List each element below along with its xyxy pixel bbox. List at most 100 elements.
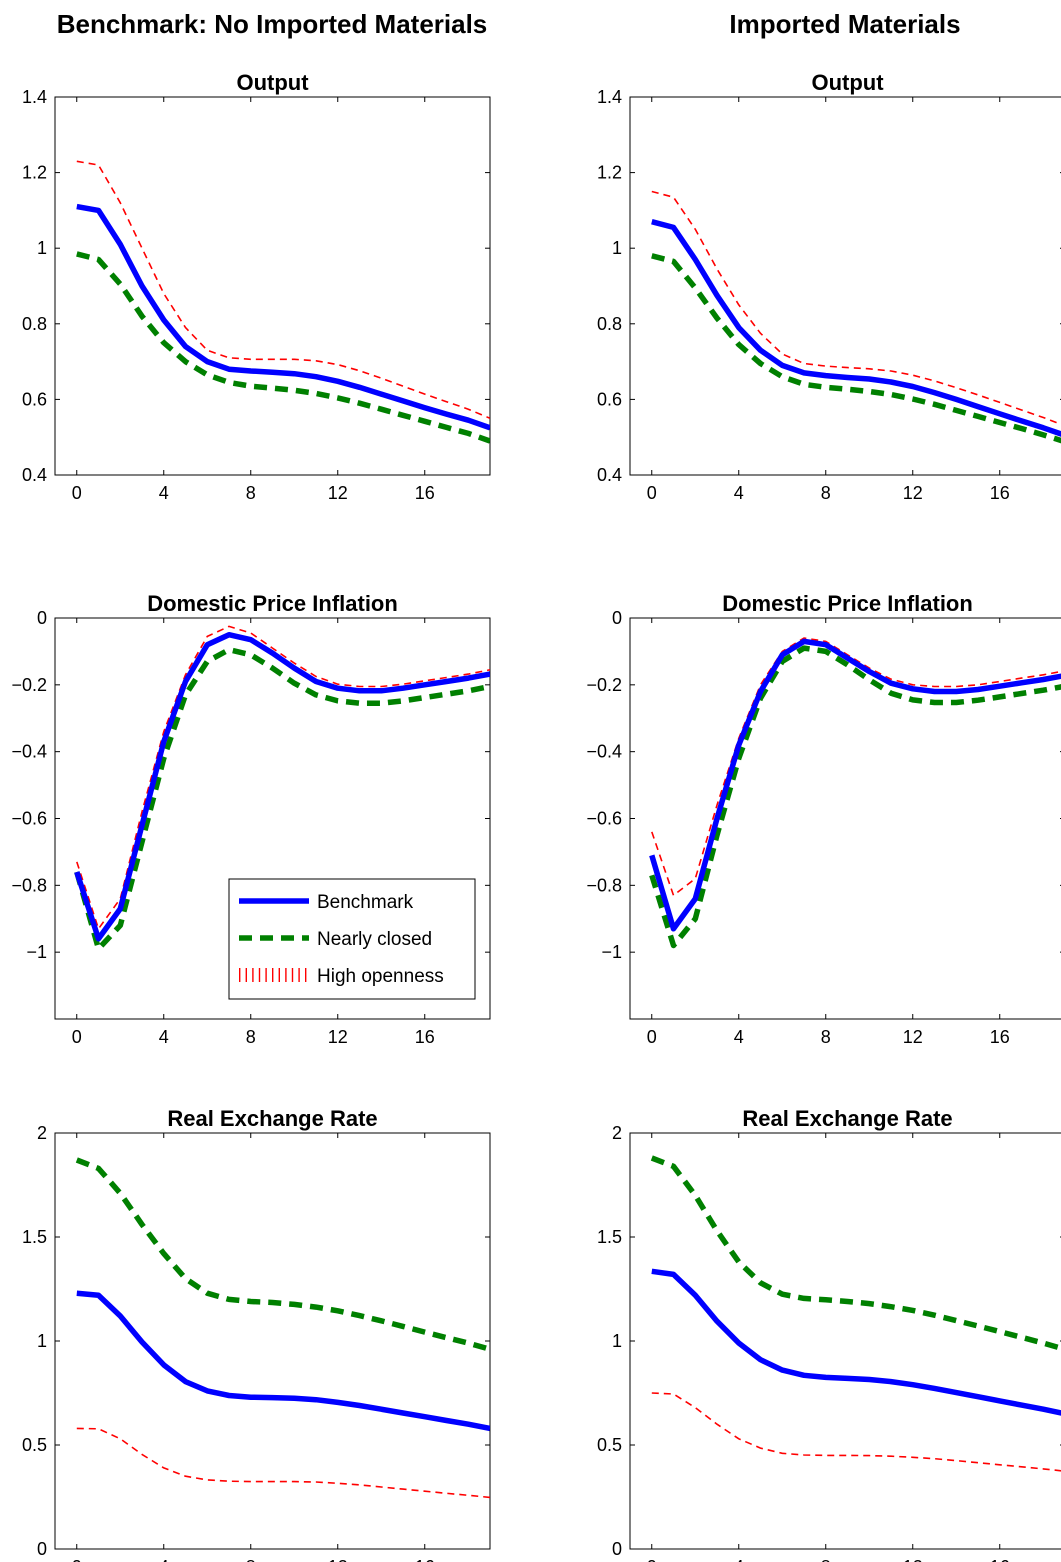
series-line-benchmark — [649, 638, 1061, 932]
x-tick-label: 12 — [328, 1027, 348, 1047]
y-tick-label: −1 — [601, 942, 622, 962]
y-tick-label: −0.8 — [11, 875, 47, 895]
x-tick-label: 16 — [415, 483, 435, 503]
series-line-nearly-closed — [75, 1157, 490, 1352]
y-tick-label: −0.2 — [11, 675, 47, 695]
x-tick-label: 12 — [903, 483, 923, 503]
x-tick-label: 12 — [903, 1027, 923, 1047]
x-tick-label: 8 — [246, 1027, 256, 1047]
x-tick-label: 12 — [903, 1557, 923, 1562]
y-tick-label: 0.8 — [597, 314, 622, 334]
y-tick-label: 1.5 — [597, 1227, 622, 1247]
y-tick-label: 1.2 — [22, 163, 47, 183]
x-tick-label: 4 — [734, 483, 744, 503]
x-tick-label: 0 — [72, 1027, 82, 1047]
panel-2-0: Real Exchange Rate048121600.511.52Quarte… — [22, 1106, 491, 1562]
series-line-nearly-closed — [649, 645, 1061, 949]
series-line-nearly-closed — [74, 646, 490, 952]
x-tick-label: 8 — [821, 1557, 831, 1562]
axes-frame — [629, 1132, 1061, 1550]
y-tick-label: 1 — [612, 1331, 622, 1351]
y-tick-label: 0 — [37, 1539, 47, 1559]
y-tick-label: −0.4 — [586, 742, 622, 762]
x-tick-label: 0 — [647, 483, 657, 503]
x-tick-label: 4 — [734, 1557, 744, 1562]
legend-label: Nearly closed — [317, 929, 432, 950]
y-tick-label: 0.5 — [22, 1435, 47, 1455]
y-tick-label: 2 — [612, 1123, 622, 1143]
x-tick-label: 16 — [990, 1027, 1010, 1047]
x-tick-label: 4 — [734, 1027, 744, 1047]
y-tick-label: 1.4 — [22, 87, 47, 107]
panel-2-1: Real Exchange Rate048121600.511.52Quarte… — [597, 1106, 1061, 1562]
y-tick-label: 0 — [612, 1539, 622, 1559]
series-line-nearly-closed — [76, 251, 490, 444]
x-tick-label: 8 — [246, 483, 256, 503]
y-tick-label: −1 — [26, 942, 47, 962]
y-tick-label: 1 — [37, 238, 47, 258]
y-tick-label: 0 — [37, 608, 47, 628]
panel-title: Real Exchange Rate — [742, 1106, 952, 1131]
column-title-left: Benchmark: No Imported Materials — [57, 9, 488, 39]
panel-0-0: Output 0 4 8 12 16 0.4 0.6 0.8 1 1.2 1.4 — [22, 70, 491, 503]
x-tick-label: 16 — [990, 483, 1010, 503]
x-tick-label: 16 — [415, 1027, 435, 1047]
x-tick-label: 0 — [647, 1027, 657, 1047]
y-tick-label: 0.8 — [22, 314, 47, 334]
panel-1-0: Domestic Price Inflation 0 4 8 12 16 0 −0.2 −0.4… — [11, 591, 491, 1047]
y-tick-label: 0.4 — [22, 465, 47, 485]
series-line-high-openness — [651, 190, 1061, 426]
y-tick-label: 1.4 — [597, 87, 622, 107]
series-line-benchmark — [651, 219, 1061, 437]
x-tick-label: 0 — [72, 483, 82, 503]
panel-title: Output — [811, 70, 884, 95]
series-line-nearly-closed — [650, 1155, 1061, 1352]
x-tick-label: 8 — [246, 1557, 256, 1562]
y-tick-label: −0.6 — [11, 809, 47, 829]
y-tick-label: 0.5 — [597, 1435, 622, 1455]
y-tick-label: 0.6 — [597, 389, 622, 409]
axes-frame — [629, 617, 1061, 1020]
x-tick-label: 8 — [821, 1027, 831, 1047]
panel-title: Real Exchange Rate — [167, 1106, 377, 1131]
series-line-high-openness — [76, 1427, 490, 1499]
y-tick-label: −0.6 — [586, 809, 622, 829]
y-tick-label: 0.6 — [22, 389, 47, 409]
y-tick-label: 1.5 — [22, 1227, 47, 1247]
y-tick-label: 1.2 — [597, 163, 622, 183]
series-line-benchmark — [76, 1290, 490, 1432]
x-tick-label: 16 — [415, 1557, 435, 1562]
column-title-right: Imported Materials — [729, 9, 960, 39]
series-line-high-openness — [651, 1392, 1061, 1472]
y-tick-label: 2 — [37, 1123, 47, 1143]
legend: Benchmark Nearly closed High openness — [228, 878, 476, 1000]
x-tick-label: 12 — [328, 483, 348, 503]
y-tick-label: 0 — [612, 608, 622, 628]
x-tick-label: 0 — [647, 1557, 657, 1562]
series-line-benchmark — [76, 203, 490, 431]
series-line-high-openness — [76, 625, 490, 930]
y-tick-label: −0.8 — [586, 875, 622, 895]
x-tick-label: 12 — [328, 1557, 348, 1562]
axes-frame — [54, 1132, 491, 1550]
y-tick-label: −0.2 — [586, 675, 622, 695]
series-line-benchmark — [74, 631, 490, 942]
panel-title: Domestic Price Inflation — [722, 591, 973, 616]
x-tick-label: 4 — [159, 483, 169, 503]
y-tick-label: −0.4 — [11, 742, 47, 762]
legend-label: Benchmark — [317, 892, 414, 913]
x-tick-label: 4 — [159, 1027, 169, 1047]
y-tick-label: 1 — [612, 238, 622, 258]
y-tick-label: 0.4 — [597, 465, 622, 485]
series-line-high-openness — [76, 160, 490, 420]
x-tick-label: 4 — [159, 1557, 169, 1562]
panel-title: Domestic Price Inflation — [147, 591, 398, 616]
axes-frame — [54, 96, 491, 476]
legend-label: High openness — [317, 966, 444, 987]
x-tick-label: 16 — [990, 1557, 1010, 1562]
series-line-high-openness — [651, 637, 1061, 897]
y-tick-label: 1 — [37, 1331, 47, 1351]
panel-1-1: Domestic Price Inflation 0 4 8 12 16 0 −0.2 −0.4… — [586, 591, 1061, 1047]
